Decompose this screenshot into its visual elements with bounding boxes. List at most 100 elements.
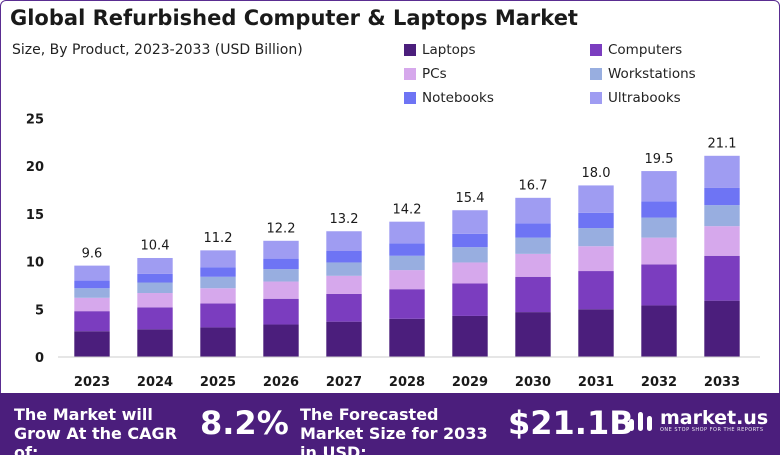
y-tick-label: 20 bbox=[26, 160, 44, 175]
legend-item-ultrabooks: Ultrabooks bbox=[590, 90, 740, 106]
market-us-logo-icon bbox=[629, 412, 652, 431]
bar-segment-laptops bbox=[389, 318, 425, 357]
legend-swatch-icon bbox=[404, 92, 416, 104]
bar-segment-workstations bbox=[704, 205, 740, 227]
legend-label: Computers bbox=[608, 42, 683, 58]
x-tick-label: 2029 bbox=[452, 375, 488, 390]
bar-segment-ultrabooks bbox=[200, 250, 236, 268]
bar-segment-notebooks bbox=[74, 280, 110, 289]
bar-total-label: 16.7 bbox=[519, 179, 548, 194]
y-tick-label: 0 bbox=[35, 351, 44, 366]
stacked-bar-chart: 05101520259.6202310.4202411.2202512.2202… bbox=[26, 112, 760, 390]
x-tick-label: 2026 bbox=[263, 375, 299, 390]
bar-segment-laptops bbox=[641, 305, 677, 357]
legend-item-notebooks: Notebooks bbox=[404, 90, 590, 106]
legend-swatch-icon bbox=[590, 44, 602, 56]
x-tick-label: 2027 bbox=[326, 375, 362, 390]
bar-segment-workstations bbox=[578, 228, 614, 247]
chart-subtitle: Size, By Product, 2023-2033 (USD Billion… bbox=[12, 42, 303, 58]
bar-segment-ultrabooks bbox=[74, 265, 110, 281]
chart-title: Global Refurbished Computer & Laptops Ma… bbox=[10, 6, 578, 30]
bar-segment-pcs bbox=[74, 297, 110, 312]
legend-label: Workstations bbox=[608, 66, 696, 82]
legend-item-laptops: Laptops bbox=[404, 42, 590, 58]
bar-segment-pcs bbox=[452, 262, 488, 284]
bar-segment-laptops bbox=[200, 327, 236, 357]
bar-segment-computers bbox=[200, 303, 236, 328]
bar-segment-notebooks bbox=[137, 273, 173, 283]
bar-segment-notebooks bbox=[515, 223, 551, 238]
bar-segment-workstations bbox=[200, 276, 236, 289]
bar-segment-computers bbox=[263, 298, 299, 325]
bar-segment-computers bbox=[452, 283, 488, 316]
bar-segment-ultrabooks bbox=[389, 221, 425, 244]
bar-segment-ultrabooks bbox=[578, 185, 614, 213]
y-tick-label: 15 bbox=[26, 208, 44, 223]
x-tick-label: 2028 bbox=[389, 375, 425, 390]
cagr-label: The Market will Grow At the CAGR of: bbox=[14, 405, 178, 462]
bar-segment-pcs bbox=[641, 237, 677, 265]
bar-segment-laptops bbox=[578, 309, 614, 357]
logo-tagline: ONE STOP SHOP FOR THE REPORTS bbox=[660, 427, 764, 433]
bar-segment-notebooks bbox=[389, 243, 425, 256]
legend: Laptops Computers PCs Workstations Noteb… bbox=[404, 42, 740, 106]
bar-segment-computers bbox=[641, 264, 677, 306]
bar-total-label: 19.5 bbox=[645, 152, 674, 167]
bar-total-label: 13.2 bbox=[330, 212, 359, 227]
bar-segment-pcs bbox=[200, 288, 236, 304]
bar-total-label: 18.0 bbox=[582, 166, 611, 181]
footer-banner: The Market will Grow At the CAGR of: 8.2… bbox=[0, 393, 780, 462]
bar-segment-ultrabooks bbox=[704, 155, 740, 188]
x-tick-label: 2030 bbox=[515, 375, 551, 390]
bar-segment-notebooks bbox=[704, 187, 740, 206]
bar-segment-ultrabooks bbox=[452, 209, 488, 234]
x-tick-label: 2024 bbox=[137, 375, 173, 390]
bar-segment-workstations bbox=[452, 247, 488, 263]
y-tick-label: 25 bbox=[26, 112, 44, 127]
bar-segment-computers bbox=[704, 255, 740, 301]
bar-segment-workstations bbox=[641, 217, 677, 238]
bar-segment-ultrabooks bbox=[263, 240, 299, 259]
forecast-label: The Forecasted Market Size for 2033 in U… bbox=[300, 405, 488, 462]
x-tick-label: 2025 bbox=[200, 375, 236, 390]
bar-segment-laptops bbox=[515, 312, 551, 357]
legend-swatch-icon bbox=[404, 68, 416, 80]
bar-segment-ultrabooks bbox=[515, 197, 551, 224]
market-us-logo: market.us ONE STOP SHOP FOR THE REPORTS bbox=[628, 409, 768, 433]
x-tick-label: 2023 bbox=[74, 375, 110, 390]
bar-segment-workstations bbox=[74, 288, 110, 298]
legend-label: PCs bbox=[422, 66, 447, 82]
bar-segment-computers bbox=[137, 307, 173, 330]
bar-segment-laptops bbox=[704, 300, 740, 357]
legend-label: Ultrabooks bbox=[608, 90, 681, 106]
bar-segment-pcs bbox=[578, 246, 614, 272]
bar-segment-computers bbox=[578, 271, 614, 310]
legend-swatch-icon bbox=[404, 44, 416, 56]
bar-segment-notebooks bbox=[200, 267, 236, 277]
legend-label: Notebooks bbox=[422, 90, 494, 106]
bar-total-label: 14.2 bbox=[393, 202, 422, 217]
bar-segment-computers bbox=[74, 311, 110, 332]
y-tick-label: 5 bbox=[35, 303, 44, 318]
bar-segment-pcs bbox=[704, 226, 740, 256]
legend-label: Laptops bbox=[422, 42, 476, 58]
x-tick-label: 2032 bbox=[641, 375, 677, 390]
bar-segment-workstations bbox=[137, 282, 173, 294]
bar-segment-notebooks bbox=[326, 250, 362, 263]
bar-segment-laptops bbox=[74, 331, 110, 357]
legend-swatch-icon bbox=[590, 92, 602, 104]
bar-segment-pcs bbox=[137, 293, 173, 308]
bar-segment-workstations bbox=[515, 237, 551, 254]
bar-segment-computers bbox=[515, 276, 551, 313]
bar-segment-workstations bbox=[326, 262, 362, 276]
bar-segment-notebooks bbox=[452, 233, 488, 248]
bar-segment-computers bbox=[389, 289, 425, 319]
bar-segment-workstations bbox=[389, 255, 425, 271]
bar-segment-laptops bbox=[452, 315, 488, 357]
legend-item-computers: Computers bbox=[590, 42, 740, 58]
bar-segment-laptops bbox=[326, 321, 362, 357]
bar-segment-pcs bbox=[263, 281, 299, 299]
bar-total-label: 12.2 bbox=[267, 221, 296, 236]
bar-segment-laptops bbox=[263, 324, 299, 357]
bar-segment-computers bbox=[326, 293, 362, 322]
